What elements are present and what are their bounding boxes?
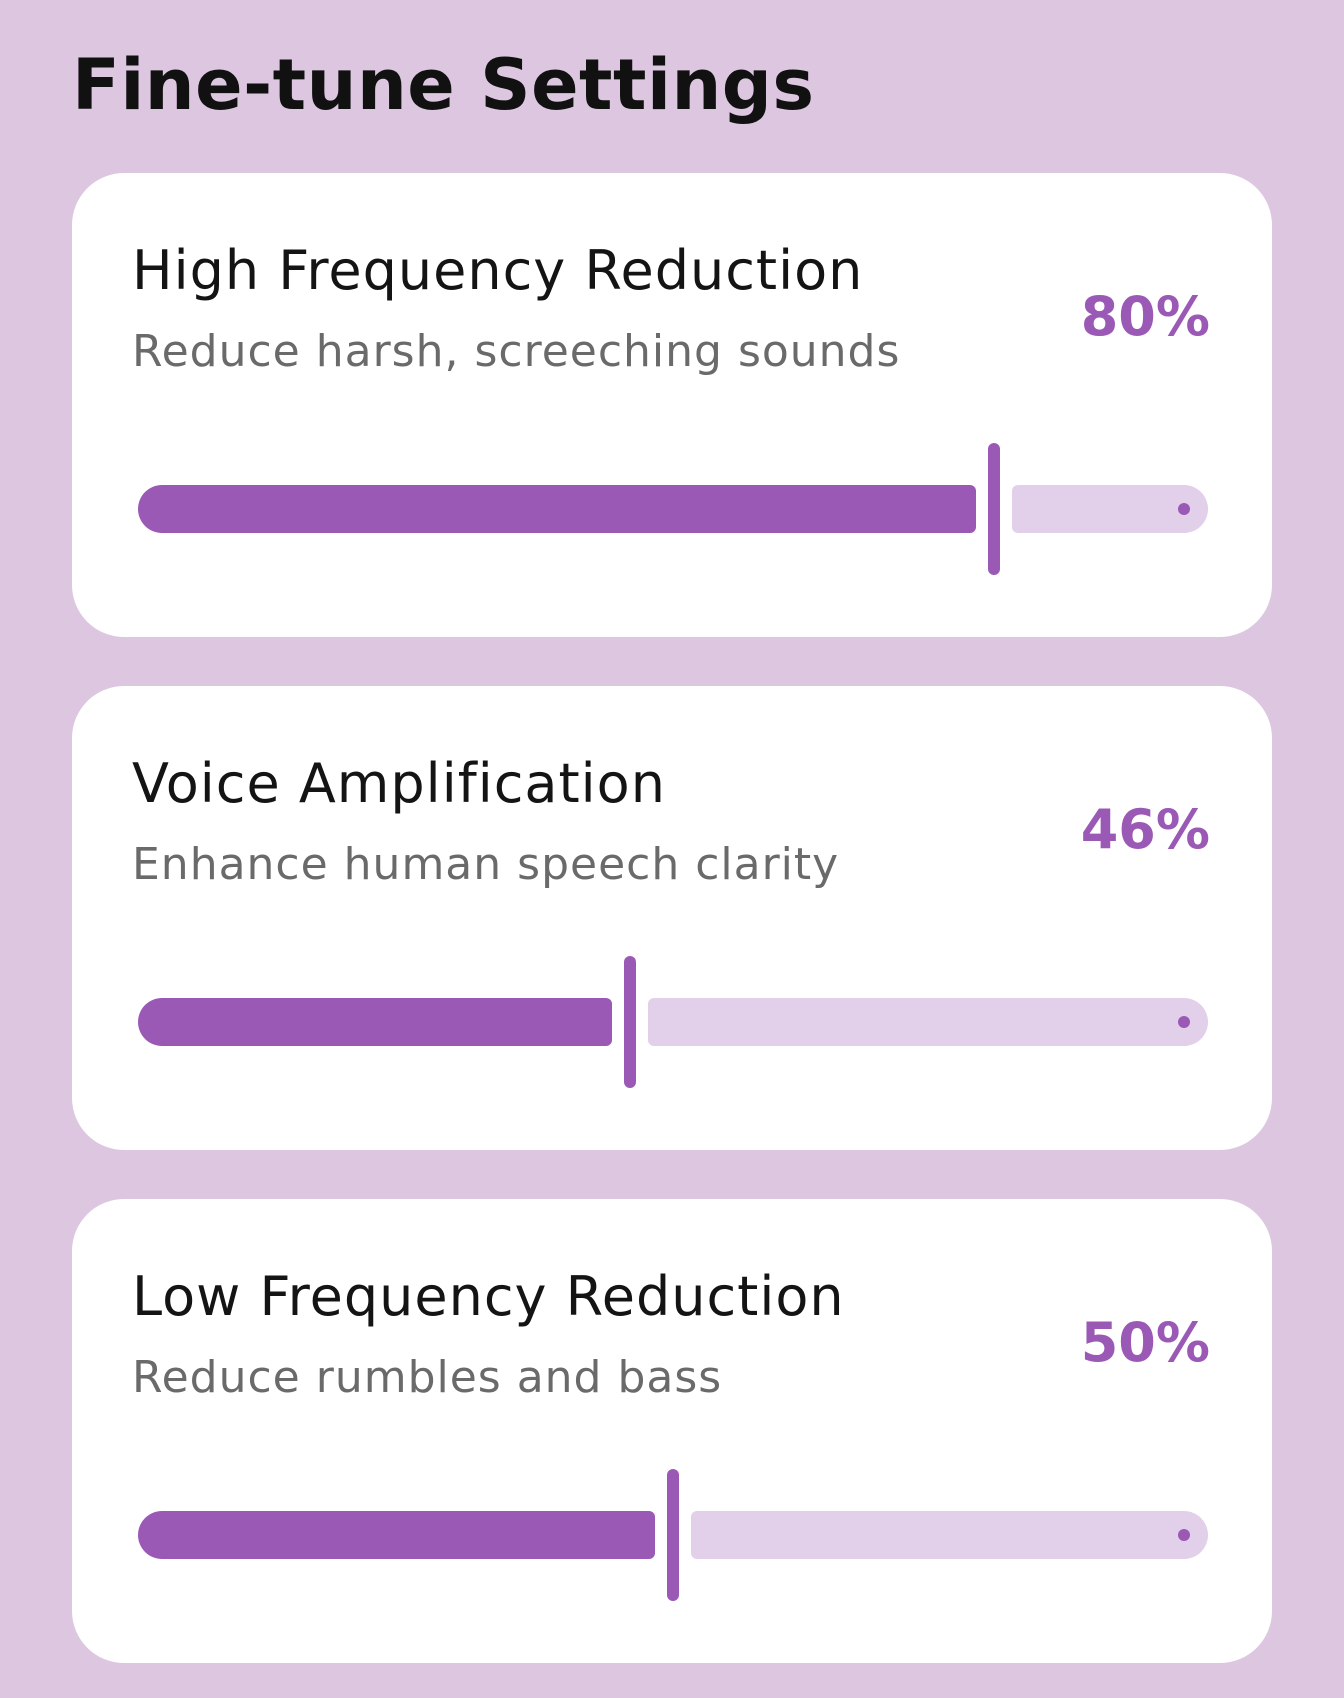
setting-title: Low Frequency Reduction (132, 1265, 845, 1328)
setting-description: Reduce rumbles and bass (132, 1352, 723, 1403)
slider-active-track (138, 485, 976, 533)
slider-inactive-track (648, 998, 1208, 1046)
setting-description: Reduce harsh, screeching sounds (132, 326, 901, 377)
setting-value: 46% (1080, 798, 1210, 861)
slider-end-stop-dot (1178, 1016, 1190, 1028)
setting-card-voice-amplification: Voice Amplification Enhance human speech… (72, 686, 1272, 1150)
slider-thumb[interactable] (988, 443, 1000, 575)
slider-end-stop-dot (1178, 1529, 1190, 1541)
slider-active-track (138, 1511, 655, 1559)
setting-card-high-frequency-reduction: High Frequency Reduction Reduce harsh, s… (72, 173, 1272, 637)
slider-inactive-track (1012, 485, 1208, 533)
setting-description: Enhance human speech clarity (132, 839, 840, 890)
setting-title: High Frequency Reduction (132, 239, 864, 302)
slider-end-stop-dot (1178, 503, 1190, 515)
voice-amplification-slider[interactable] (138, 956, 1208, 1088)
setting-title: Voice Amplification (132, 752, 666, 815)
slider-thumb[interactable] (624, 956, 637, 1088)
page-title: Fine-tune Settings (72, 44, 815, 126)
high-frequency-reduction-slider[interactable] (138, 443, 1208, 575)
slider-inactive-track (691, 1511, 1208, 1559)
setting-value: 80% (1080, 285, 1210, 348)
slider-thumb[interactable] (667, 1469, 679, 1601)
setting-card-low-frequency-reduction: Low Frequency Reduction Reduce rumbles a… (72, 1199, 1272, 1663)
setting-value: 50% (1080, 1311, 1210, 1374)
low-frequency-reduction-slider[interactable] (138, 1469, 1208, 1601)
slider-active-track (138, 998, 613, 1046)
